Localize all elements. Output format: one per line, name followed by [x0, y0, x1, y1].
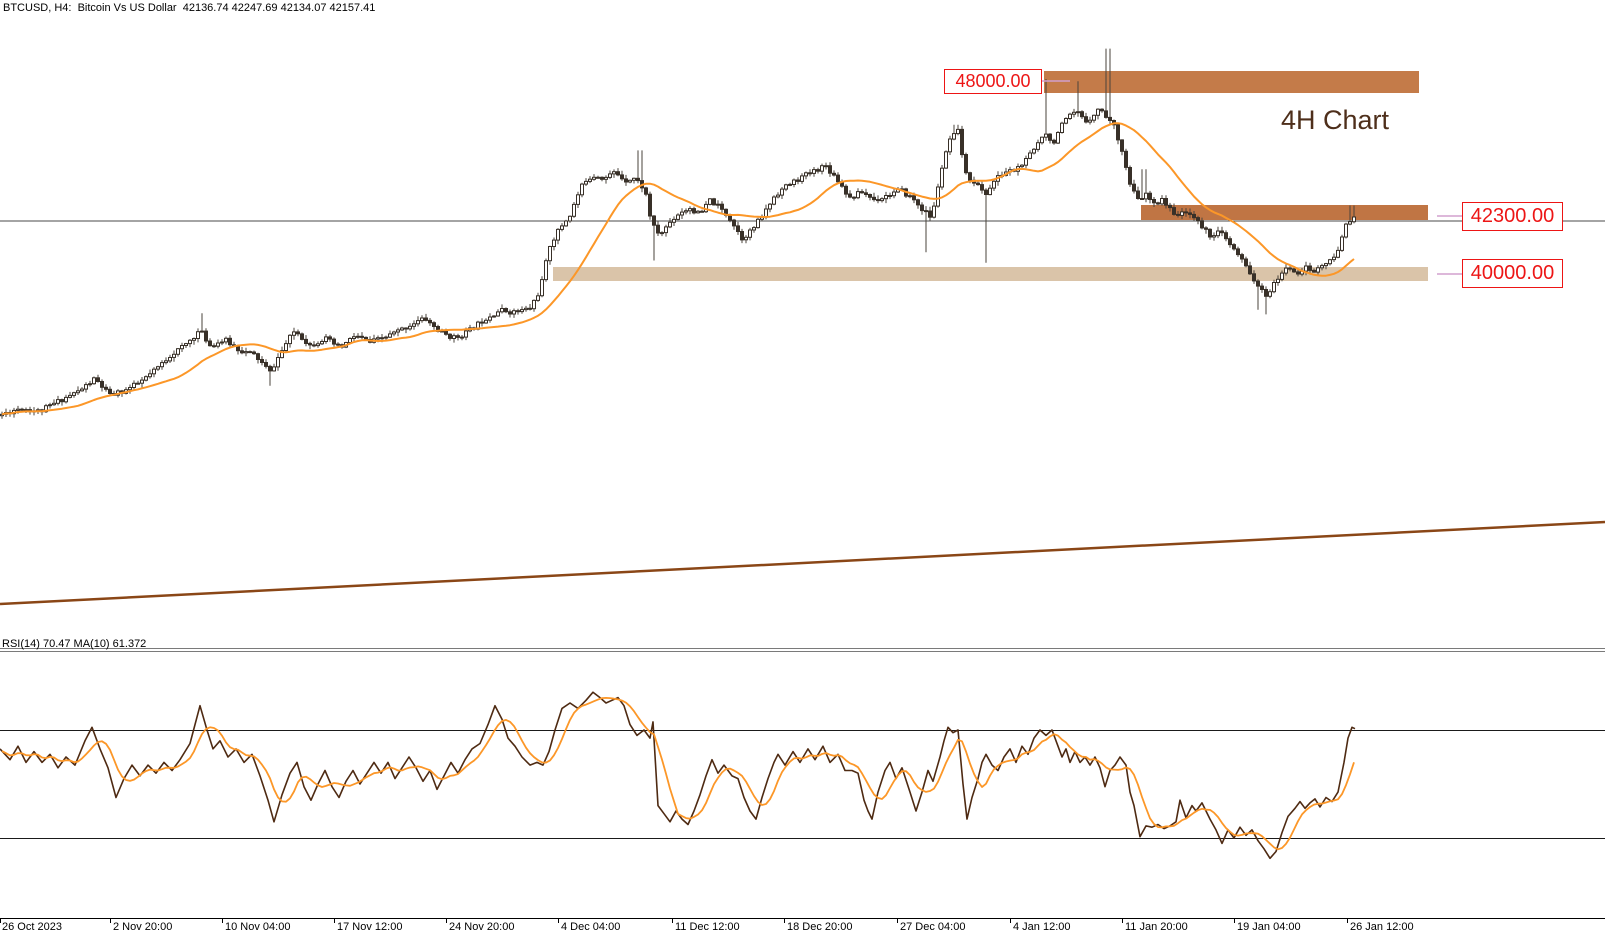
x-axis-label: 4 Jan 12:00: [1013, 921, 1071, 933]
x-axis-label: 18 Dec 20:00: [787, 921, 853, 933]
x-axis-label: 24 Nov 20:00: [449, 921, 515, 933]
chart-title: BTCUSD, H4: Bitcoin Vs US Dollar 42136.7…: [3, 2, 376, 14]
candlestick-series: [0, 48, 1356, 419]
x-axis-label: 2 Nov 20:00: [113, 921, 173, 933]
label-connectors: [1041, 80, 1462, 275]
x-axis-label: 26 Oct 2023: [2, 921, 62, 933]
zone-resistance-42300: [1141, 205, 1428, 220]
rsi-line: [0, 691, 1356, 860]
x-axis-label: 26 Jan 12:00: [1350, 921, 1414, 933]
price-level-label-48000[interactable]: 48000.00: [944, 69, 1042, 94]
ma-line-price: [1, 122, 1355, 416]
rsi-indicator-label: RSI(14) 70.47 MA(10) 61.372: [2, 638, 147, 650]
trendline: [0, 520, 1605, 606]
price-level-label-40000[interactable]: 40000.00: [1462, 259, 1563, 288]
time-axis-ticks: [0, 918, 1348, 923]
x-axis-label: 11 Dec 12:00: [675, 921, 740, 933]
x-axis-label: 4 Dec 04:00: [561, 921, 621, 933]
x-axis-label: 11 Jan 20:00: [1125, 921, 1188, 933]
rsi-ma-line: [1, 697, 1355, 851]
x-axis-label: 27 Dec 04:00: [900, 921, 966, 933]
price-zones[interactable]: [553, 71, 1428, 281]
zone-supply-48000: [1044, 71, 1419, 93]
x-axis-label: 17 Nov 12:00: [337, 921, 403, 933]
timeframe-annotation: 4H Chart: [1281, 105, 1390, 135]
x-axis-label: 10 Nov 04:00: [225, 921, 291, 933]
x-axis-label: 19 Jan 04:00: [1237, 921, 1301, 933]
price-level-label-42300[interactable]: 42300.00: [1462, 202, 1563, 231]
zone-demand-40000: [553, 267, 1428, 281]
